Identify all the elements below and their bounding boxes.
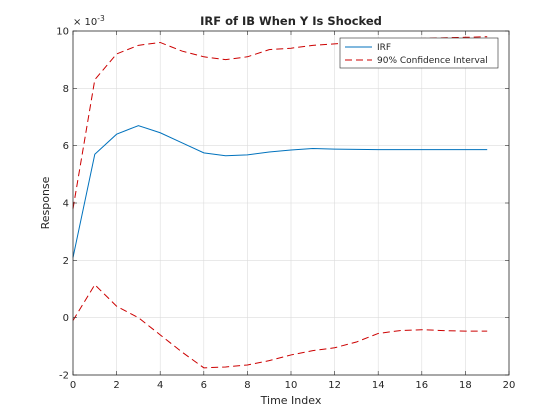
y-tick-label: 6 xyxy=(63,141,69,152)
grid-lines xyxy=(73,31,509,375)
y-axis-label: Response xyxy=(39,176,52,229)
chart-title: IRF of IB When Y Is Shocked xyxy=(200,14,382,28)
y-axis-exponent-base: × 10 xyxy=(73,17,97,28)
x-tick-label: 4 xyxy=(157,380,163,391)
y-tick-label: 0 xyxy=(63,313,69,324)
y-tick-label: 10 xyxy=(56,27,69,38)
y-tick-label: 2 xyxy=(63,256,69,267)
upper-confidence-line xyxy=(72,36,488,209)
x-tick-label: 10 xyxy=(285,380,298,391)
x-axis-label: Time Index xyxy=(260,394,322,407)
x-tick-label: 16 xyxy=(415,380,428,391)
y-axis-exponent: × 10-3 xyxy=(73,14,105,28)
lower-confidence-line xyxy=(72,283,488,369)
x-tick-label: 14 xyxy=(372,380,385,391)
legend-box xyxy=(339,37,499,69)
series-lines xyxy=(72,36,488,369)
legend: IRF 90% Confidence Interval xyxy=(339,37,499,69)
y-tick-label: 4 xyxy=(63,199,69,210)
x-tick-label: 2 xyxy=(113,380,119,391)
y-tick-label: -2 xyxy=(59,371,69,382)
y-axis-exponent-power: -3 xyxy=(97,14,105,23)
y-tick-label: 8 xyxy=(63,84,69,95)
legend-entry-label: 90% Confidence Interval xyxy=(377,56,488,66)
x-tick-label: 6 xyxy=(201,380,207,391)
x-tick-label: 20 xyxy=(503,380,516,391)
x-tick-label: 12 xyxy=(328,380,341,391)
x-tick-label: 18 xyxy=(459,380,472,391)
irf-line xyxy=(72,125,488,258)
x-tick-label: 8 xyxy=(244,380,250,391)
legend-entry-label: IRF xyxy=(377,43,391,53)
x-tick-label: 0 xyxy=(70,380,76,391)
